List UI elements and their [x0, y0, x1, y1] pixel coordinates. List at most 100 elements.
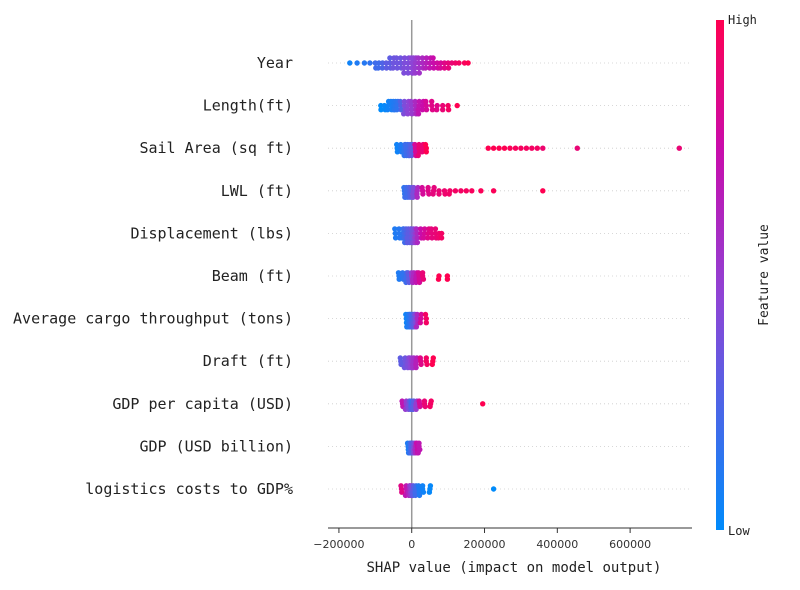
shap-point [438, 60, 444, 66]
shap-point [423, 149, 429, 155]
shap-point [429, 98, 435, 105]
feature-label: Sail Area (sq ft) [139, 139, 293, 157]
shap-point [445, 65, 452, 71]
shap-point [401, 60, 408, 66]
shap-point [410, 194, 416, 200]
x-axis-title: SHAP value (impact on model output) [366, 560, 661, 576]
shap-point [401, 70, 407, 76]
row-gridlines [328, 62, 692, 490]
shap-point [409, 111, 415, 117]
shap-point [421, 398, 428, 404]
shap-point [405, 70, 411, 76]
shap-point [496, 145, 502, 151]
shap-point [409, 102, 415, 109]
shap-point [398, 107, 404, 113]
shap-point [384, 107, 391, 113]
shap-point [445, 102, 451, 109]
colorbar-low-label: Low [728, 524, 750, 538]
shap-point [413, 364, 419, 371]
shap-point [423, 55, 430, 61]
shap-point [446, 191, 452, 197]
shap-point [401, 111, 407, 117]
shap-point [490, 145, 497, 151]
shap-point [427, 483, 434, 489]
shap-point [427, 65, 433, 71]
x-tick-label: 200000 [464, 538, 506, 551]
shap-point [394, 141, 400, 148]
shap-point [392, 230, 398, 237]
shap-point [394, 149, 401, 155]
shap-point [427, 403, 433, 410]
x-tick-label: 400000 [536, 538, 578, 551]
shap-point [414, 194, 420, 200]
shap-point [423, 315, 429, 322]
x-tick-label: 600000 [609, 538, 651, 551]
shap-point [398, 483, 404, 489]
shap-point [540, 188, 546, 194]
shap-point [432, 226, 439, 232]
shap-point [480, 401, 486, 407]
shap-point [428, 226, 434, 232]
shap-point [422, 141, 429, 148]
shap-point [415, 152, 421, 159]
shap-point [442, 191, 448, 197]
shap-point [423, 107, 430, 113]
shap-point [402, 55, 408, 61]
shap-point [404, 107, 411, 113]
shap-point [418, 311, 424, 318]
shap-point [401, 102, 408, 109]
shap-point [416, 492, 423, 499]
shap-point [512, 145, 519, 151]
shap-point [411, 184, 417, 191]
shap-point [485, 145, 491, 151]
shap-point [397, 98, 403, 105]
shap-point [429, 102, 435, 109]
shap-point [383, 65, 390, 71]
shap-point [418, 361, 424, 368]
shap-point [438, 235, 445, 241]
shap-point [419, 149, 425, 155]
colorbar-high-label: High [728, 13, 757, 27]
feature-label: GDP per capita (USD) [112, 395, 293, 413]
shap-point [390, 65, 396, 71]
shap-point [423, 98, 429, 105]
shap-point [415, 483, 422, 489]
colorbar-title: Feature value [757, 224, 772, 326]
shap-point [381, 102, 388, 109]
shap-point [416, 65, 422, 71]
shap-point [409, 107, 415, 113]
shap-point [409, 152, 415, 159]
shap-point [437, 65, 443, 71]
shap-point [463, 188, 469, 194]
shap-point [518, 145, 524, 151]
shap-point [418, 230, 424, 237]
shap-point [396, 276, 402, 282]
shap-point [423, 102, 429, 109]
shap-point [419, 107, 426, 113]
feature-label: Length(ft) [203, 97, 293, 115]
shap-point [440, 102, 446, 109]
shap-point [417, 403, 423, 410]
shap-point [390, 60, 397, 66]
shap-point [430, 55, 436, 61]
shap-point [430, 191, 436, 197]
shap-point [436, 191, 442, 197]
shap-point [507, 145, 513, 151]
shap-point [415, 107, 421, 113]
shap-point [399, 489, 405, 495]
shap-point [394, 107, 400, 113]
shap-point [372, 60, 378, 66]
shap-point [420, 489, 427, 495]
x-axis-ticks: −200000 0 200000 400000 600000 [313, 528, 651, 551]
shap-point [394, 65, 400, 71]
shap-point [465, 60, 471, 66]
shap-point [417, 320, 423, 326]
shap-point [393, 55, 400, 61]
shap-point [435, 276, 442, 282]
shap-point [420, 276, 427, 282]
shap-point [422, 65, 429, 71]
feature-label: Beam (ft) [212, 267, 293, 285]
shap-point [419, 270, 426, 276]
shap-point [454, 102, 460, 109]
